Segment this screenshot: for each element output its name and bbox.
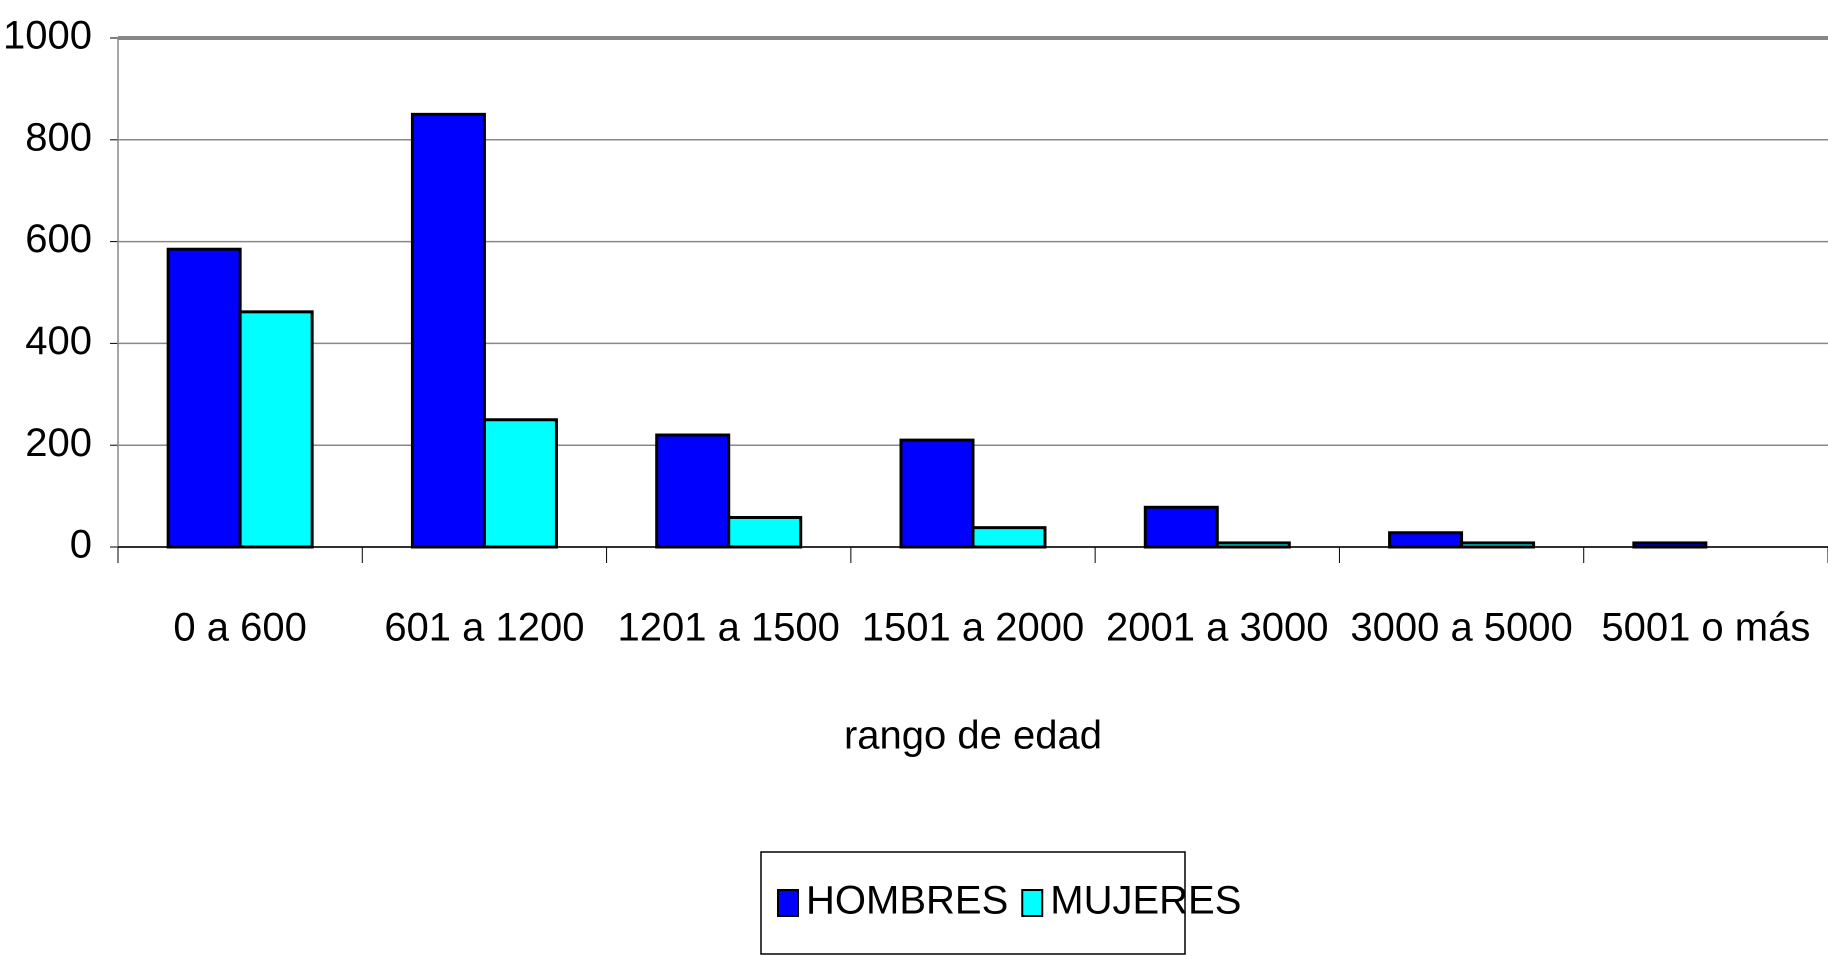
y-tick-label: 0 — [70, 523, 92, 567]
y-tick-label: 800 — [25, 115, 92, 159]
y-tick-label: 400 — [25, 319, 92, 363]
bar — [410, 112, 486, 549]
bar — [727, 515, 803, 549]
bar — [1215, 541, 1291, 549]
legend-label: MUJERES — [1050, 879, 1241, 923]
legend-label: HOMBRES — [806, 879, 1008, 923]
x-tick-label: 1501 a 2000 — [862, 606, 1084, 650]
x-tick-label: 2001 a 3000 — [1106, 606, 1328, 650]
bar — [238, 310, 314, 549]
bar — [655, 433, 731, 549]
y-tick-label: 600 — [25, 217, 92, 261]
x-axis-label: rango de edad — [844, 714, 1102, 758]
bar — [1460, 541, 1536, 549]
bar — [1632, 541, 1708, 549]
bar — [899, 438, 975, 549]
x-tick-label: 5001 o más — [1601, 606, 1810, 650]
bar — [971, 526, 1047, 549]
bar — [166, 247, 242, 549]
legend-box — [760, 851, 1186, 955]
legend-swatch — [777, 889, 799, 917]
y-tick-label: 1000 — [3, 14, 92, 58]
bar — [482, 418, 558, 549]
bar — [1388, 531, 1464, 549]
x-tick-label: 3000 a 5000 — [1350, 606, 1572, 650]
x-tick-label: 601 a 1200 — [384, 606, 584, 650]
bar — [1143, 505, 1219, 549]
legend-swatch — [1021, 889, 1044, 917]
y-tick-label: 200 — [25, 421, 92, 465]
x-tick-label: 1201 a 1500 — [617, 606, 839, 650]
x-tick-label: 0 a 600 — [173, 606, 306, 650]
